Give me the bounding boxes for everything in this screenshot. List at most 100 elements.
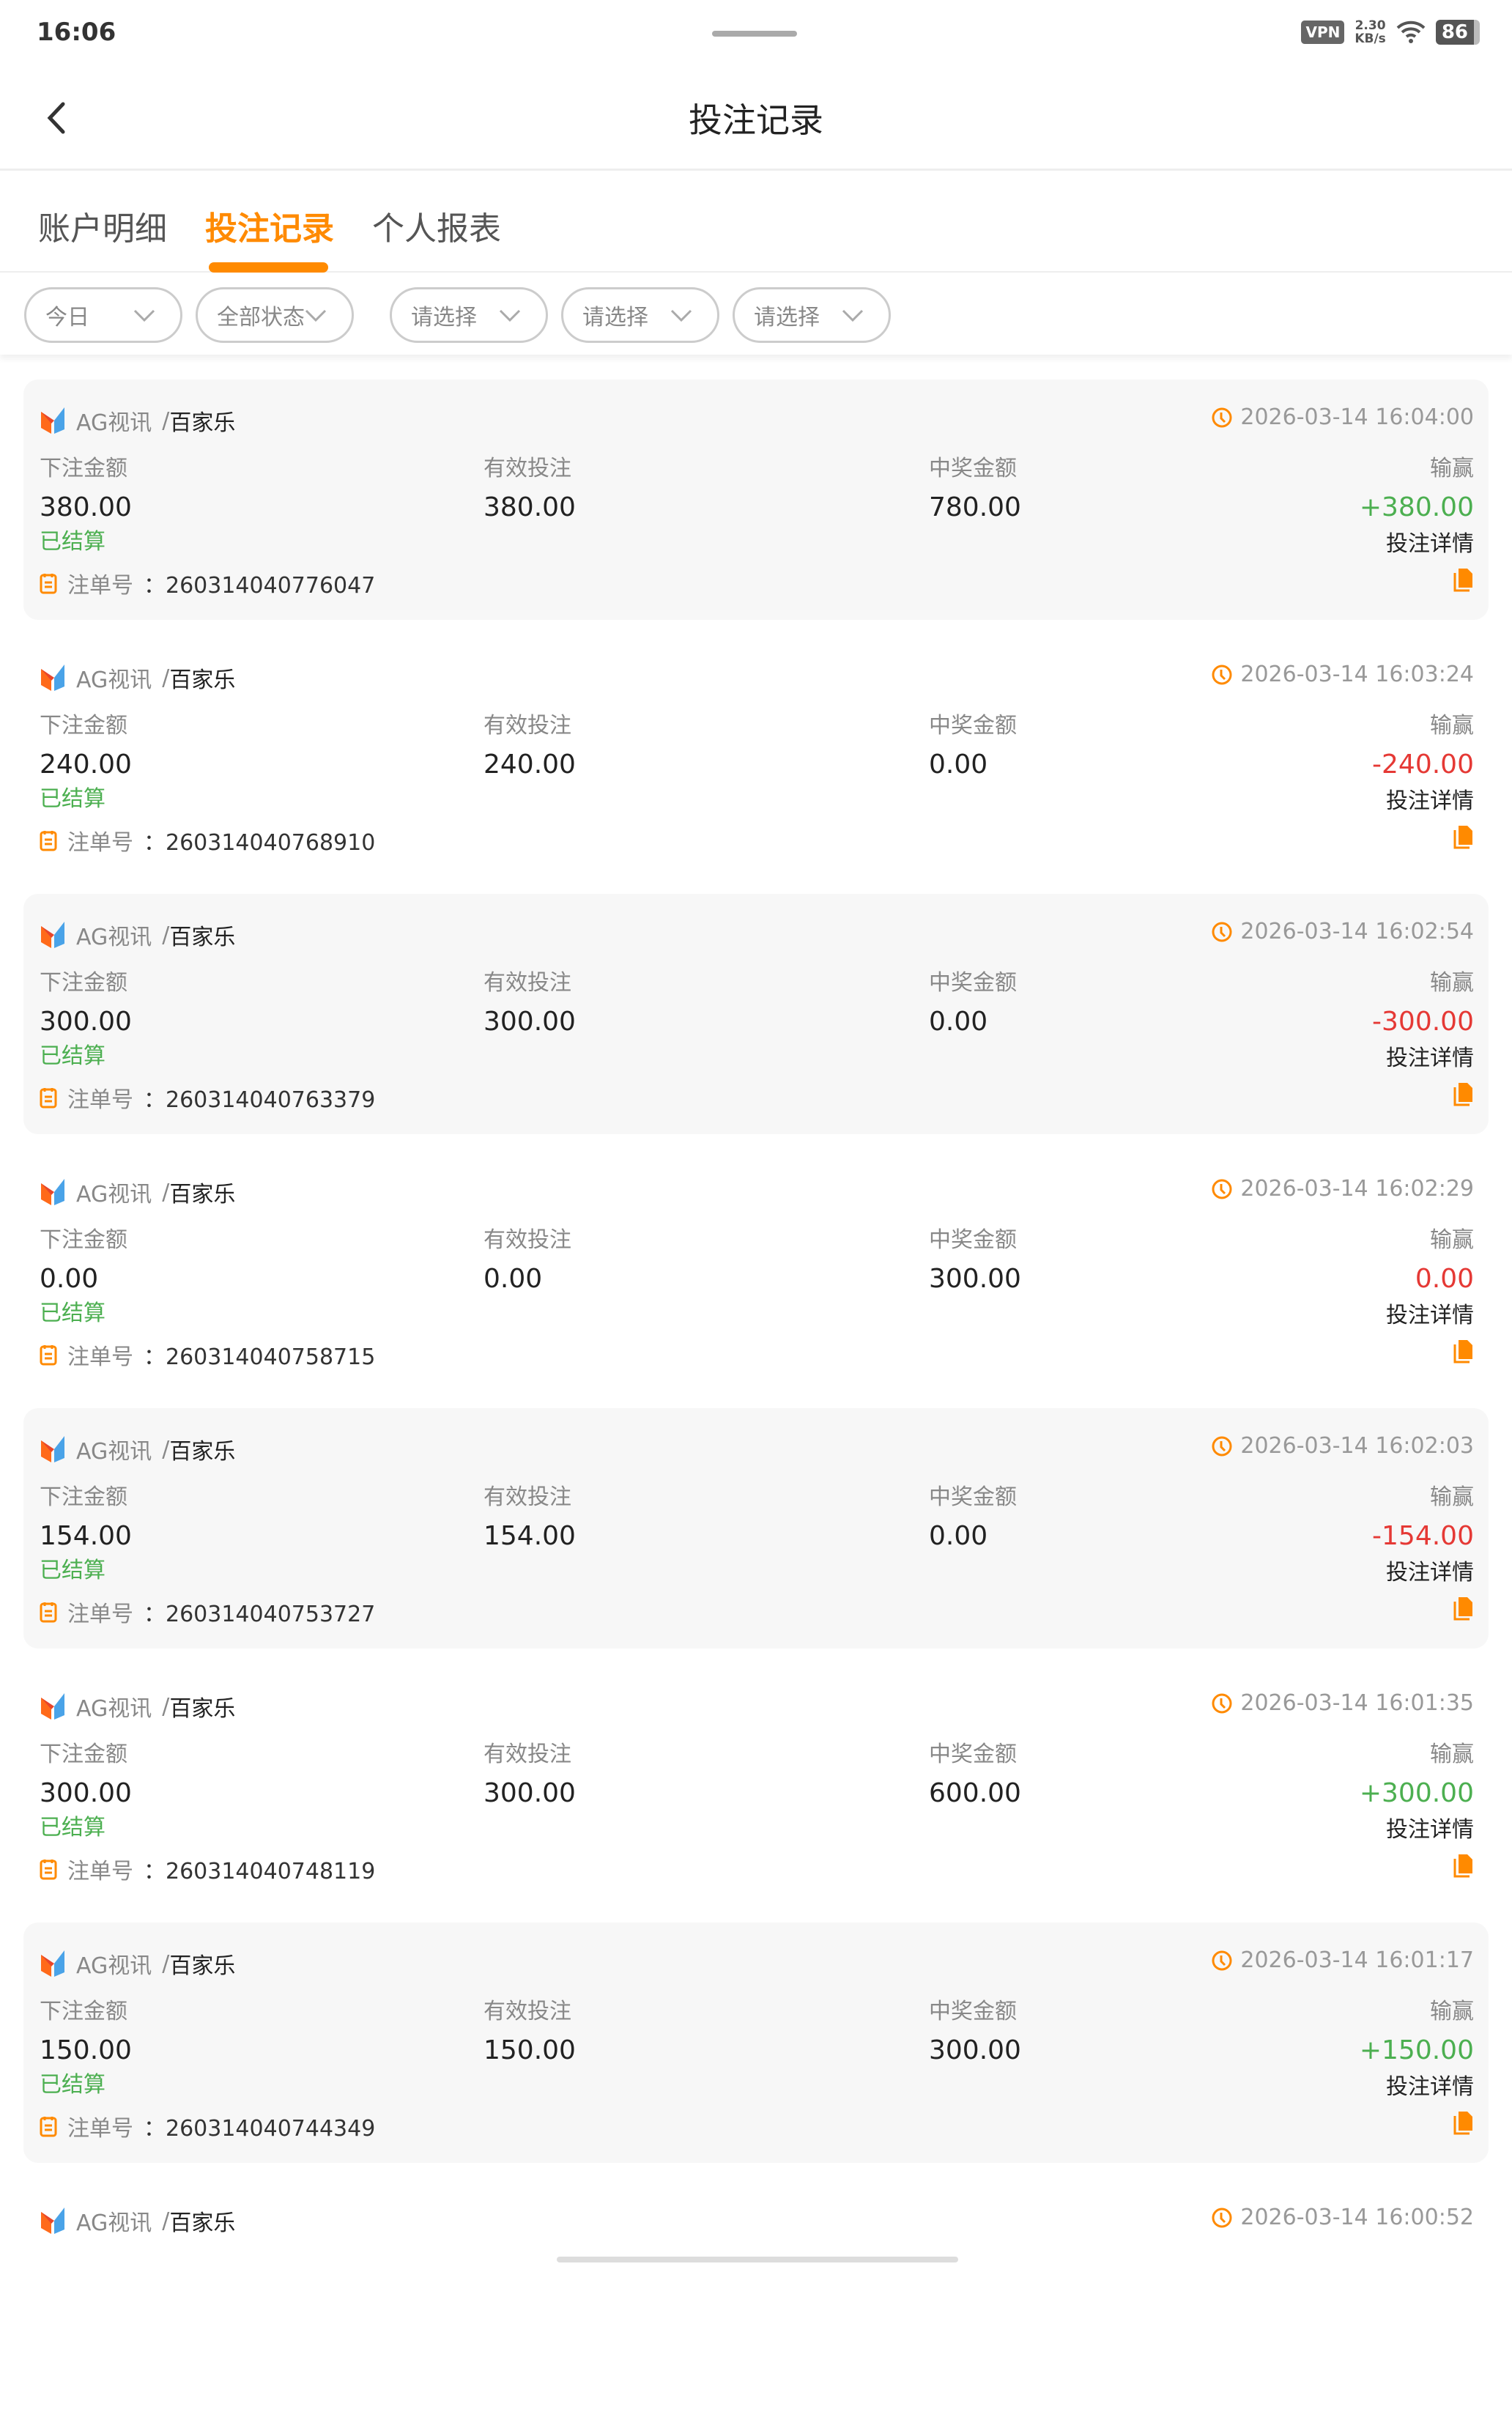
tab-bet-records[interactable]: 投注记录: [205, 210, 334, 248]
ag-logo-icon: [41, 1436, 64, 1462]
valid-bet: 150.00: [483, 2035, 576, 2065]
order-no-label: 注单号: [67, 830, 133, 856]
filter-label: 请选择: [582, 305, 648, 330]
copy-icon[interactable]: [1452, 2110, 1474, 2135]
chevron-down-icon: [842, 309, 864, 322]
bet-time: 2026-03-14 16:01:35: [1240, 1690, 1474, 1716]
bet-record-card[interactable]: AG视讯 / 百家乐 2026-03-14 16:02:54 下注金额 300.00 有…: [23, 894, 1489, 1134]
win-amount-label: 中奖金额: [929, 970, 1017, 996]
win-loss-label: 输赢: [1430, 1742, 1474, 1767]
separator: /: [162, 1693, 170, 1720]
clock-icon: [1212, 922, 1232, 941]
bet-detail-link[interactable]: 投注详情: [1386, 788, 1474, 814]
order-number: ：260314040768910: [144, 830, 376, 856]
filter-date-dropdown[interactable]: 今日: [24, 287, 182, 343]
win-amount-label: 中奖金额: [929, 1742, 1017, 1767]
separator: /: [162, 407, 170, 434]
valid-bet-label: 有效投注: [483, 456, 571, 481]
win-amount-label: 中奖金额: [929, 1227, 1017, 1253]
ag-logo-icon: [41, 2208, 64, 2234]
copy-icon[interactable]: [1452, 824, 1474, 849]
bet-detail-link[interactable]: 投注详情: [1386, 1046, 1474, 1071]
order-no-label: 注单号: [67, 1344, 133, 1370]
copy-icon[interactable]: [1452, 1853, 1474, 1878]
bet-amount: 300.00: [40, 1007, 132, 1037]
order-number: ：260314040748119: [144, 1859, 376, 1884]
battery-icon: 86: [1435, 20, 1480, 45]
tab-personal-report[interactable]: 个人报表: [372, 210, 501, 248]
copy-icon[interactable]: [1452, 567, 1474, 592]
order-document-icon: [40, 1345, 57, 1366]
win-amount-label: 中奖金额: [929, 1999, 1017, 2024]
game-name: 百家乐: [169, 1953, 236, 1979]
win-loss-amount: -154.00: [1372, 1521, 1474, 1551]
provider-name: AG视讯: [76, 667, 152, 693]
app-header: 投注记录: [0, 66, 1512, 171]
bet-record-card[interactable]: AG视讯 / 百家乐 2026-03-14 16:01:17 下注金额 150.00 有…: [23, 1923, 1489, 2163]
bet-detail-link[interactable]: 投注详情: [1386, 1817, 1474, 1843]
filter-label: 今日: [45, 305, 89, 330]
win-loss-label: 输赢: [1430, 970, 1474, 996]
order-document-icon: [40, 1860, 57, 1880]
bet-amount-label: 下注金额: [40, 713, 127, 739]
back-arrow-icon[interactable]: [42, 100, 72, 136]
win-loss-amount: +300.00: [1359, 1778, 1474, 1808]
bet-record-card[interactable]: AG视讯 / 百家乐 2026-03-14 16:01:35 下注金额 300.00 有…: [23, 1665, 1489, 1906]
win-amount: 780.00: [929, 492, 1021, 522]
bet-detail-link[interactable]: 投注详情: [1386, 1303, 1474, 1328]
order-number: ：260314040758715: [144, 1344, 376, 1370]
status-badge: 已结算: [40, 529, 105, 555]
copy-icon[interactable]: [1452, 1596, 1474, 1621]
filter-select-3-dropdown[interactable]: 请选择: [733, 287, 891, 343]
game-name: 百家乐: [169, 1439, 236, 1465]
game-name: 百家乐: [169, 1182, 236, 1207]
clock-icon: [1212, 1179, 1232, 1199]
bet-detail-link[interactable]: 投注详情: [1386, 531, 1474, 557]
win-amount: 0.00: [929, 750, 988, 780]
bet-detail-link[interactable]: 投注详情: [1386, 1560, 1474, 1585]
bet-record-card[interactable]: AG视讯 / 百家乐 2026-03-14 16:02:29 下注金额 0.00 有效投…: [23, 1151, 1489, 1391]
status-badge: 已结算: [40, 1815, 105, 1840]
copy-icon[interactable]: [1452, 1339, 1474, 1363]
copy-icon[interactable]: [1452, 1081, 1474, 1106]
order-no-label: 注单号: [67, 1859, 133, 1884]
filter-select-2-dropdown[interactable]: 请选择: [561, 287, 719, 343]
tab-bar: 账户明细 投注记录 个人报表: [0, 173, 1512, 273]
tab-account-details[interactable]: 账户明细: [38, 210, 167, 248]
win-amount-label: 中奖金额: [929, 713, 1017, 739]
status-badge: 已结算: [40, 2072, 105, 2098]
separator: /: [162, 2208, 170, 2234]
clock-icon: [1212, 1950, 1232, 1970]
provider-name: AG视讯: [76, 1182, 152, 1207]
game-name: 百家乐: [169, 925, 236, 950]
valid-bet-label: 有效投注: [483, 970, 571, 996]
win-amount: 300.00: [929, 2035, 1021, 2065]
game-name: 百家乐: [169, 667, 236, 693]
provider-name: AG视讯: [76, 2210, 152, 2236]
clock: 16:06: [37, 18, 116, 47]
order-number: ：260314040744349: [144, 2116, 376, 2142]
filter-label: 全部状态: [217, 305, 305, 330]
bet-record-card[interactable]: AG视讯 / 百家乐 2026-03-14 16:03:24 下注金额 240.00 有…: [23, 637, 1489, 877]
separator: /: [162, 1950, 170, 1977]
bet-amount: 300.00: [40, 1778, 132, 1808]
bet-record-card[interactable]: AG视讯 / 百家乐 2026-03-14 16:00:52: [23, 2180, 1489, 2420]
network-speed: 2.30 KB/s: [1354, 19, 1385, 45]
bet-time: 2026-03-14 16:00:52: [1240, 2205, 1474, 2230]
bet-record-card[interactable]: AG视讯 / 百家乐 2026-03-14 16:04:00 下注金额 380.00 有…: [23, 380, 1489, 620]
ag-logo-icon: [41, 665, 64, 691]
valid-bet-label: 有效投注: [483, 1484, 571, 1510]
bet-amount-label: 下注金额: [40, 1484, 127, 1510]
filter-status-dropdown[interactable]: 全部状态: [196, 287, 354, 343]
win-loss-amount: +380.00: [1359, 492, 1474, 522]
status-bar: 16:06 VPN 2.30 KB/s 86: [0, 0, 1512, 66]
filter-select-1-dropdown[interactable]: 请选择: [390, 287, 548, 343]
order-no-label: 注单号: [67, 1087, 133, 1113]
order-document-icon: [40, 1602, 57, 1623]
valid-bet: 154.00: [483, 1521, 576, 1551]
bet-detail-link[interactable]: 投注详情: [1386, 2074, 1474, 2100]
page-title: 投注记录: [689, 100, 823, 140]
scrollbar[interactable]: [557, 2257, 958, 2262]
order-document-icon: [40, 2117, 57, 2137]
bet-record-card[interactable]: AG视讯 / 百家乐 2026-03-14 16:02:03 下注金额 154.00 有…: [23, 1408, 1489, 1649]
